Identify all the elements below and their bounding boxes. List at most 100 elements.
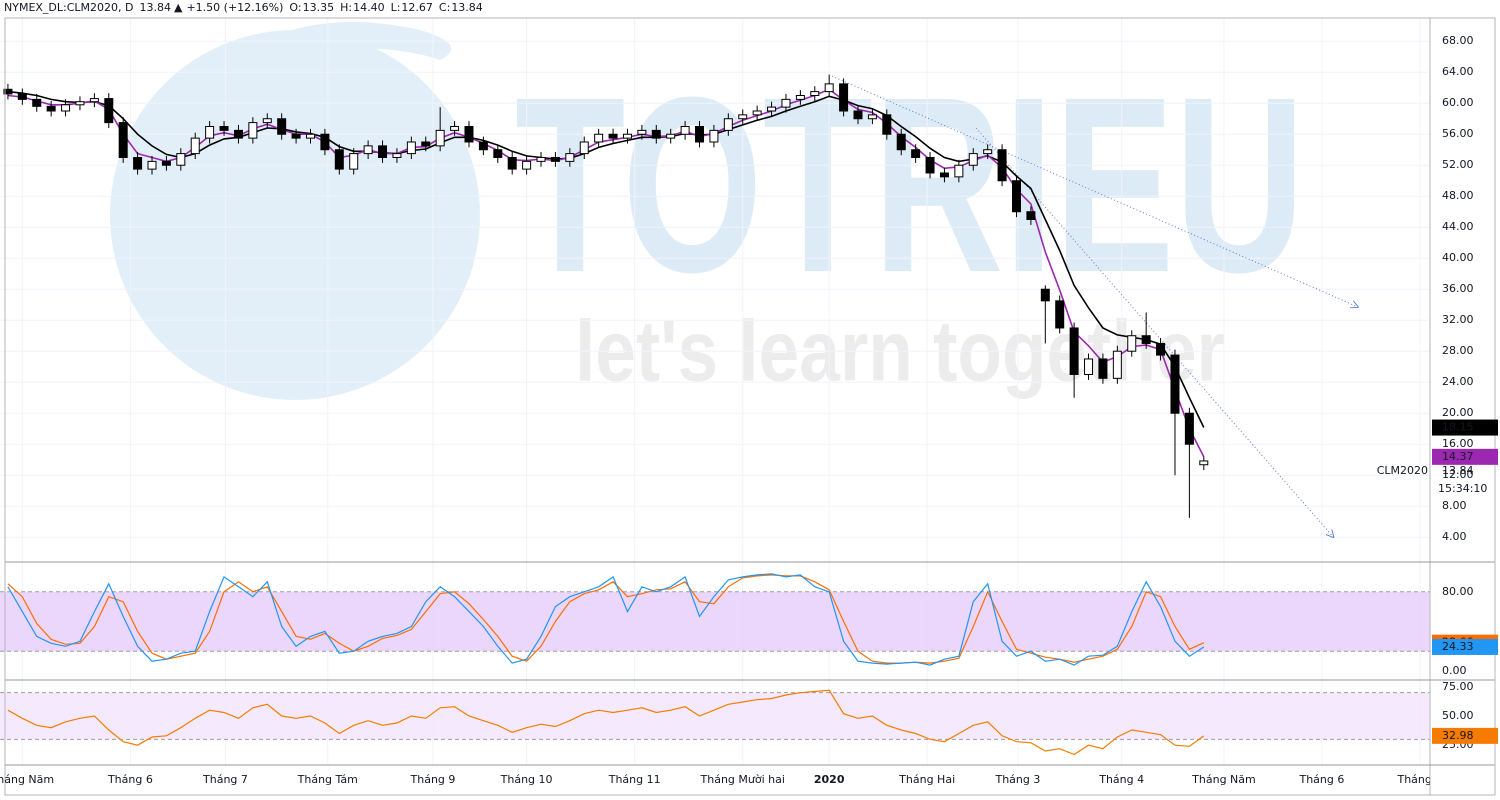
candle-body <box>767 106 777 112</box>
x-tick-label: Tháng 6 <box>1298 773 1344 786</box>
candle-body <box>334 149 344 170</box>
legend-text: 12.67 <box>401 1 433 14</box>
value-tag <box>1432 448 1498 465</box>
candle-body <box>896 133 906 151</box>
candle-body <box>406 141 416 155</box>
legend-text: L: <box>391 1 401 14</box>
candle-body <box>738 114 748 120</box>
candle-body <box>61 104 71 112</box>
candle-body <box>1156 342 1166 356</box>
candle-body <box>435 129 445 147</box>
candle-body <box>839 83 849 112</box>
y-tick-label: 0.00 <box>1442 664 1467 677</box>
value-tag <box>1432 727 1498 744</box>
indicator-line <box>7 573 1205 666</box>
legend-text: 13.84 <box>140 1 172 14</box>
candle-body <box>810 91 820 96</box>
y-tick-label: 20.00 <box>1442 406 1474 419</box>
y-tick-label: 48.00 <box>1442 189 1474 202</box>
x-tick-label: Tháng 11 <box>608 773 661 786</box>
trendline <box>831 75 1358 307</box>
candle-body <box>723 118 733 131</box>
x-tick-label: 2020 <box>814 773 845 786</box>
candle-body <box>349 153 359 170</box>
watermark-logo <box>110 30 480 400</box>
candle-body <box>320 133 330 151</box>
candle-body <box>176 153 186 166</box>
candle-body <box>752 110 762 116</box>
candle-body <box>579 141 589 155</box>
candle-body <box>594 133 604 143</box>
candle-body <box>536 156 546 162</box>
y-tick-label: 16.00 <box>1442 437 1474 450</box>
countdown: 15:34:10 <box>1438 482 1487 495</box>
candle-body <box>1170 354 1180 414</box>
candle-body <box>695 125 705 143</box>
candle-body <box>997 149 1007 182</box>
candle-body <box>291 133 301 139</box>
x-tick-label: Tháng 3 <box>994 773 1040 786</box>
watermark-brand: TOTRIEU <box>515 45 1305 324</box>
candle-body <box>1069 327 1079 375</box>
frame <box>4 17 1496 796</box>
candle-body <box>262 118 272 124</box>
x-tick-label: Tháng 7 <box>1396 773 1442 786</box>
candle-body <box>1040 288 1050 302</box>
y-tick-label: 8.00 <box>1442 499 1467 512</box>
y-tick-label: 44.00 <box>1442 220 1474 233</box>
x-tick-label: Tháng Tám <box>297 773 358 786</box>
candle-body <box>939 172 949 178</box>
x-tick-label: Tháng Hai <box>898 773 955 786</box>
candle-body <box>478 141 488 151</box>
candle-body <box>233 129 243 139</box>
candle-body <box>17 93 27 100</box>
candle-body <box>363 145 373 155</box>
indicator-line <box>7 574 1205 664</box>
candle-body <box>277 118 287 135</box>
x-tick-label: Tháng Năm <box>0 773 54 786</box>
indicator-line <box>7 689 1205 756</box>
candle-body <box>795 94 805 100</box>
candle-body <box>507 156 517 170</box>
x-tick-label: Tháng 10 <box>500 773 553 786</box>
band <box>0 692 1430 740</box>
y-tick-label: 32.00 <box>1442 313 1474 326</box>
candle-body <box>392 153 402 158</box>
legend-text: 13.35 <box>303 1 335 14</box>
legend-text: +1.50 (+12.16%) <box>186 1 283 14</box>
candle-body <box>954 164 964 178</box>
x-tick-label: Tháng Năm <box>1191 773 1256 786</box>
candle-body <box>104 98 114 124</box>
x-tick-label: Tháng 9 <box>410 773 456 786</box>
candle-body <box>911 149 921 158</box>
candle-body <box>248 122 258 139</box>
symbol-label: CLM2020 <box>1377 464 1428 477</box>
y-tick-label: 80.00 <box>1442 585 1474 598</box>
candle-body <box>421 141 431 147</box>
y-tick-label: 40.00 <box>1442 251 1474 264</box>
candle-body <box>464 125 474 143</box>
candle-body <box>608 133 618 139</box>
candle-body <box>75 101 85 106</box>
candle-body <box>522 160 532 170</box>
candle-body <box>983 149 993 155</box>
candle-body <box>781 98 791 108</box>
candle-body <box>853 110 863 120</box>
candle-body <box>305 133 315 139</box>
candle-body <box>882 114 892 135</box>
candle-body <box>32 98 42 107</box>
candle-body <box>709 129 719 143</box>
y-tick-label: 50.00 <box>1442 709 1474 722</box>
value-tag <box>1432 419 1498 436</box>
candle-body <box>3 88 13 95</box>
y-tick-label: 4.00 <box>1442 530 1467 543</box>
legend-text: ▲ <box>174 1 183 14</box>
candle-body <box>1141 335 1151 344</box>
candle-body <box>666 133 676 139</box>
y-tick-label: 64.00 <box>1442 65 1474 78</box>
candle-body <box>622 133 632 139</box>
y-tick-label: 24.00 <box>1442 375 1474 388</box>
y-tick-label: 56.00 <box>1442 127 1474 140</box>
value-tag-label: 14.37 <box>1442 450 1474 463</box>
